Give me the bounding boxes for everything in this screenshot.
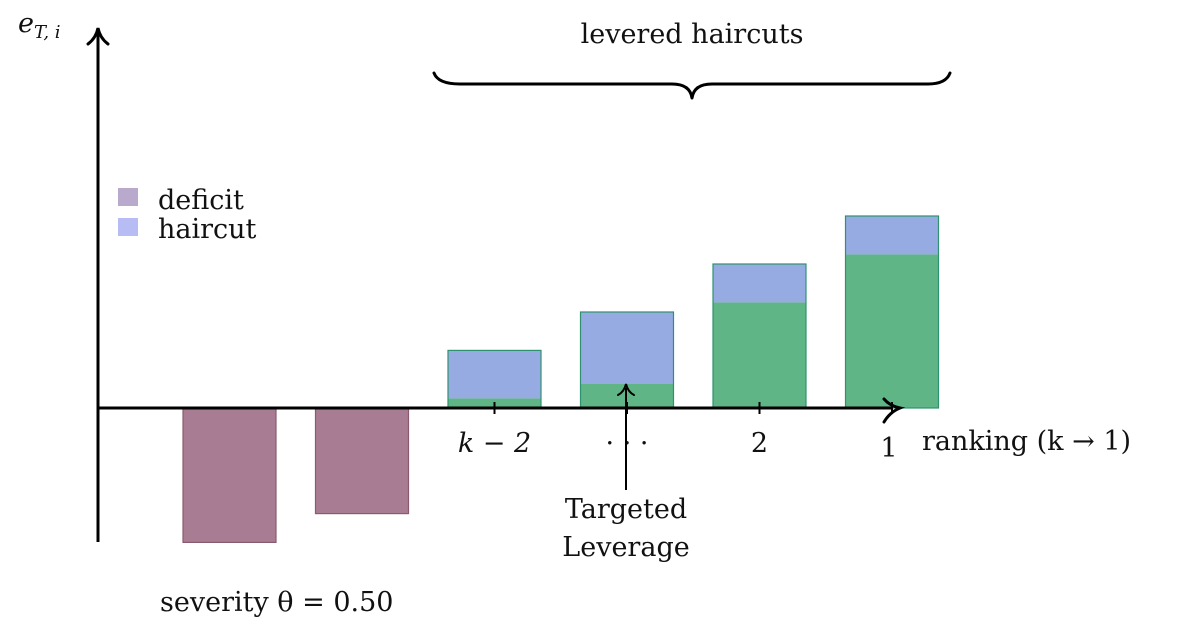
annotation-line-2: Leverage bbox=[562, 532, 689, 563]
deficit-bar bbox=[314, 407, 410, 515]
y-axis-label: eT, i bbox=[18, 8, 61, 43]
haircut-bar bbox=[580, 312, 674, 384]
legend-label-haircut: haircut bbox=[158, 214, 257, 245]
y-axis-label-subscript: T, i bbox=[34, 22, 61, 43]
brace-label: levered haircuts bbox=[581, 19, 804, 50]
deficit-bar bbox=[182, 407, 277, 543]
x-tick-label: 2 bbox=[751, 428, 768, 459]
x-axis-arrowhead bbox=[882, 397, 906, 424]
x-tick-label: 1 bbox=[880, 433, 897, 464]
x-tick-label: k − 2 bbox=[458, 428, 531, 459]
legend-swatch-deficit bbox=[118, 188, 138, 206]
bars-group bbox=[182, 215, 940, 543]
legend: deficit haircut bbox=[118, 185, 257, 245]
tick-group: k − 2· · ·21 bbox=[458, 402, 898, 464]
haircut-bar bbox=[845, 216, 939, 255]
severity-label: severity θ = 0.50 bbox=[160, 587, 393, 618]
y-axis-arrowhead bbox=[86, 27, 110, 46]
levered-haircuts-brace bbox=[432, 71, 952, 100]
annotation-line-1: Targeted bbox=[565, 494, 687, 525]
equity-bar bbox=[845, 254, 939, 408]
x-axis-label: ranking (k → 1) bbox=[922, 426, 1131, 457]
annotation-arrowhead bbox=[617, 383, 635, 396]
haircut-bar bbox=[448, 350, 541, 399]
legend-label-deficit: deficit bbox=[158, 185, 244, 216]
equity-bar bbox=[713, 302, 806, 408]
haircut-bar bbox=[713, 264, 806, 303]
legend-swatch-haircut bbox=[118, 218, 138, 236]
